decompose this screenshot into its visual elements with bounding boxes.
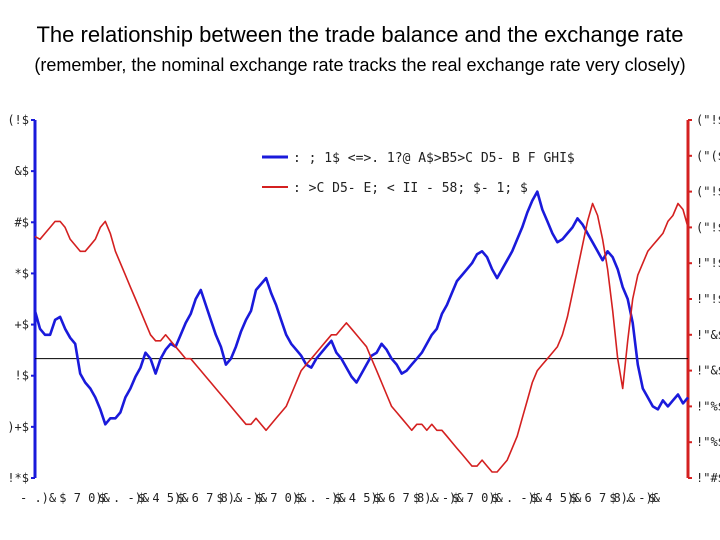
left-tick-label: !*$	[7, 471, 29, 485]
left-tick-label: +$	[15, 318, 29, 332]
x-tick-label: $	[649, 491, 656, 505]
x-tick-label: $ . -)&	[413, 491, 464, 505]
series-group	[33, 190, 689, 473]
left-tick-label: !$	[15, 369, 29, 383]
series-line-trade-balance	[33, 190, 689, 426]
right-tick-label: ("!$	[696, 185, 720, 199]
x-tick-label: $ 7 0)&	[256, 491, 307, 505]
x-tick-label: $ . -)&	[99, 491, 150, 505]
x-tick-label: $ 6 7 8)&	[177, 491, 243, 505]
x-tick-label: $ 4 5)&	[334, 491, 385, 505]
x-tick-label: $ 7 0)&	[59, 491, 110, 505]
x-tick-label: - .)&	[20, 491, 57, 505]
right-tick-label: ("($	[696, 149, 720, 163]
right-tick-label: !"!$	[696, 292, 720, 306]
x-tick-label: $ 4 5)&	[138, 491, 189, 505]
x-tick-label: $ . -)&	[216, 491, 267, 505]
right-axis: ("!$ ("($ ("!$ ("!$ !"!$ !"!$ !"&$ !"&$ !"%$ !"%$…	[686, 113, 720, 485]
left-tick-label: *$	[15, 266, 29, 280]
chart-subtitle: (remember, the nominal exchange rate tra…	[34, 55, 686, 75]
legend-label: : ; 1$ <=>. 1?@ A$>B5>C D5- B F GHI$	[293, 151, 575, 166]
right-tick-label: !"%$	[696, 399, 720, 413]
x-tick-label: $ 6 7 8)&	[374, 491, 440, 505]
right-tick-label: !"#$	[696, 471, 720, 485]
right-tick-label: !"&$	[696, 364, 720, 378]
right-tick-label: ("!$	[696, 113, 720, 127]
left-tick-label: &$	[15, 164, 29, 178]
legend-label: : >C D5- E; < II - 58; $- 1; $	[293, 181, 528, 196]
right-tick-label: ("!$	[696, 220, 720, 234]
series-line-exchange-rate	[34, 202, 689, 473]
right-tick-label: !"%$	[696, 435, 720, 449]
x-tick-label: $ . -)&	[492, 491, 543, 505]
legend: : ; 1$ <=>. 1?@ A$>B5>C D5- B F GHI$ : >C…	[262, 151, 575, 196]
left-tick-label: #$	[15, 215, 29, 229]
left-tick-label: (!$	[7, 113, 29, 127]
x-tick-label: $ 7 0)&	[452, 491, 503, 505]
right-tick-label: !"!$	[696, 256, 720, 270]
right-tick-label: !"&$	[696, 328, 720, 342]
x-tick-label: $ 4 5)&	[531, 491, 582, 505]
chart-title: The relationship between the trade balan…	[36, 22, 684, 47]
left-tick-label: )+$	[7, 420, 29, 434]
x-axis: - .)& $ 7 0)&$ . -)&$ 4 5)&$ 6 7 8)&$ . -…	[20, 358, 688, 505]
left-axis: (!$ &$ #$ *$ +$ !$ )+$ !*$	[7, 113, 37, 485]
x-tick-label: $ . -)&	[609, 491, 660, 505]
x-tick-label: $ 6 7 8)&	[570, 491, 636, 505]
x-tick-label: $ . -)&	[295, 491, 346, 505]
